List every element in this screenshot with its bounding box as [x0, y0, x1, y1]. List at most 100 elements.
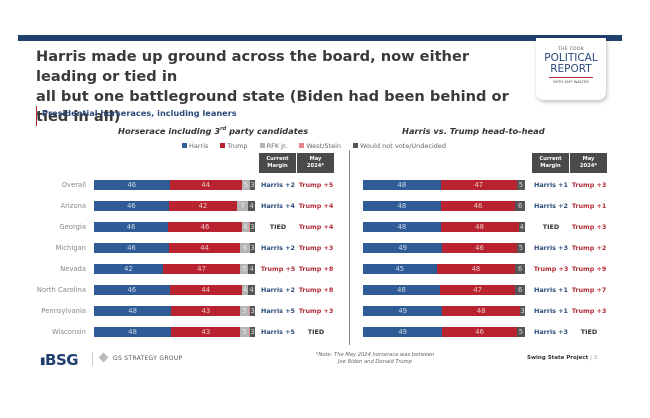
- legend-swatch: [353, 143, 358, 148]
- trump-segment: 44: [169, 180, 242, 190]
- harris-segment: 46: [94, 180, 170, 190]
- project-name: Swing State Project: [527, 355, 589, 361]
- harris-segment: 48: [94, 306, 172, 316]
- harris-segment: 46: [94, 243, 169, 253]
- trump-segment: 48: [442, 306, 521, 316]
- harris-segment: 42: [94, 264, 163, 274]
- cook-political-report-logo: THE COOK POLITICAL REPORT WITH AMY WALTE…: [536, 38, 606, 100]
- bsg-bars-icon: ▮: [40, 356, 46, 367]
- right-may-2024-header: May 2024*: [570, 153, 607, 173]
- header-text: May: [582, 156, 595, 162]
- harris-segment: 48: [363, 180, 441, 190]
- current-margin: Trump +3: [533, 265, 569, 273]
- undecided-segment: 3: [250, 180, 255, 190]
- top-accent-bar: [18, 35, 622, 41]
- header-text: Margin: [267, 163, 288, 169]
- title-line-1: Harris made up ground across the board, …: [36, 48, 470, 85]
- left-chart-title-rest: party candidates: [226, 126, 309, 136]
- trump-segment: 46: [168, 222, 243, 232]
- legend-item: RFK Jr.: [259, 142, 287, 150]
- trump-segment: 42: [168, 201, 238, 211]
- trump-segment: 46: [440, 201, 516, 211]
- current-margin: Harris +3: [534, 244, 568, 252]
- may-2024-margin: Trump +2: [571, 244, 607, 252]
- may-2024-margin: Trump +4: [298, 223, 334, 231]
- undecided-segment: 4: [248, 285, 255, 295]
- left-bar-arizona: 46 42 7 4: [94, 201, 255, 211]
- may-2024-margin: Trump +8: [298, 286, 334, 294]
- harris-segment: 46: [94, 285, 170, 295]
- header-text: Current: [266, 156, 289, 162]
- page-separator: |: [590, 355, 592, 361]
- left-may-2024-header: May 2024*: [297, 153, 334, 173]
- undecided-segment: 5: [516, 327, 525, 337]
- left-bar-north-carolina: 46 44 4 4: [94, 285, 255, 295]
- right-bar-michigan: 49 46 5: [363, 243, 525, 253]
- header-text: 2024*: [306, 163, 325, 169]
- rfk-segment: 7: [237, 201, 249, 211]
- harris-segment: 49: [363, 327, 443, 337]
- logo-line-4: WITH AMY WALTER: [553, 79, 589, 84]
- trump-segment: 46: [442, 327, 517, 337]
- left-bar-wisconsin: 48 43 5 3: [94, 327, 255, 337]
- rfk-segment: 4: [241, 285, 249, 295]
- rfk-segment: 5: [240, 264, 249, 274]
- undecided-segment: 3: [250, 306, 255, 316]
- footer-logo-separator: [92, 352, 93, 366]
- rfk-segment: 5: [240, 327, 249, 337]
- rfk-segment: 6: [240, 243, 251, 253]
- harris-segment: 48: [363, 222, 441, 232]
- may-2024-margin: Trump +7: [571, 286, 607, 294]
- logo-line-3: REPORT: [550, 63, 592, 75]
- page-number: 3: [593, 355, 598, 361]
- bsg-text: BSG: [45, 351, 79, 369]
- bsg-logo: ▮BSG: [40, 351, 79, 369]
- current-margin: Harris +4: [261, 202, 295, 210]
- west-stein-segment: [248, 306, 251, 316]
- rfk-segment: 5: [240, 306, 249, 316]
- header-text: Margin: [540, 163, 561, 169]
- undecided-segment: 4: [518, 222, 525, 232]
- legend-swatch: [299, 143, 305, 148]
- west-stein-segment: [248, 222, 251, 232]
- trump-segment: 44: [169, 285, 242, 295]
- undecided-segment: 5: [516, 243, 525, 253]
- right-chart-title: Harris vs. Trump head-to-head: [402, 126, 545, 136]
- right-bar-nevada: 45 48 6: [363, 264, 525, 274]
- trump-segment: 43: [171, 327, 241, 337]
- may-2024-margin: Trump +1: [571, 202, 607, 210]
- section-subtitle: Presidential horseraces, including leane…: [42, 108, 237, 118]
- current-margin: Harris +5: [261, 328, 295, 336]
- chart-legend: Harris Trump RFK Jr. West/Stein Would not vo…: [182, 142, 458, 150]
- undecided-segment: 4: [248, 264, 255, 274]
- rfk-segment: 4: [242, 222, 249, 232]
- right-bar-north-carolina: 48 47 6: [363, 285, 525, 295]
- current-margin: Harris +1: [534, 181, 568, 189]
- row-label: Pennsylvania: [41, 307, 86, 315]
- right-bar-wisconsin: 49 46 5: [363, 327, 525, 337]
- legend-label: West/Stein: [306, 142, 341, 150]
- right-bar-overall: 48 47 5: [363, 180, 525, 190]
- trump-segment: 48: [436, 264, 516, 274]
- header-text: May: [309, 156, 322, 162]
- right-bar-georgia: 48 48 4: [363, 222, 525, 232]
- left-bar-nevada: 42 47 5 4: [94, 264, 255, 274]
- logo-rule: [549, 77, 593, 78]
- harris-segment: 49: [363, 306, 443, 316]
- legend-swatch: [259, 143, 265, 148]
- legend-label: Harris: [189, 142, 209, 150]
- may-2024-margin: Trump +3: [298, 307, 334, 315]
- current-margin: Harris +1: [534, 286, 568, 294]
- trump-segment: 47: [163, 264, 241, 274]
- undecided-segment: 6: [515, 201, 525, 211]
- trump-segment: 43: [171, 306, 241, 316]
- left-bar-georgia: 46 46 4 3: [94, 222, 255, 232]
- left-current-margin-header: Current Margin: [259, 153, 296, 173]
- undecided-segment: 3: [250, 243, 255, 253]
- may-2024-margin: Trump +3: [571, 181, 607, 189]
- left-bar-michigan: 46 44 6 3: [94, 243, 255, 253]
- rfk-segment: 5: [241, 180, 251, 190]
- legend-swatch: [220, 143, 226, 148]
- may-2024-margin: Trump +9: [571, 265, 607, 273]
- row-label: Georgia: [59, 223, 86, 231]
